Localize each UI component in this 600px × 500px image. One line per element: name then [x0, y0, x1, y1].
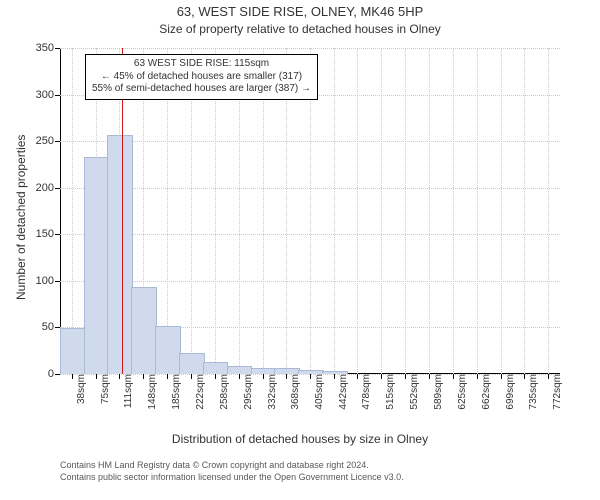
x-tick-label: 148sqm [143, 374, 158, 410]
x-tick-label: 405sqm [310, 374, 325, 410]
x-tick-label: 625sqm [453, 374, 468, 410]
grid-line-vertical [429, 48, 430, 374]
y-tick-label: 50 [42, 321, 60, 333]
x-tick-label: 772sqm [548, 374, 563, 410]
page-subtitle: Size of property relative to detached ho… [0, 22, 600, 36]
y-tick-label: 100 [36, 275, 60, 287]
x-tick-label: 699sqm [501, 374, 516, 410]
annotation-line: 55% of semi-detached houses are larger (… [92, 83, 311, 96]
annotation-line: ← 45% of detached houses are smaller (31… [92, 71, 311, 84]
x-tick-label: 589sqm [429, 374, 444, 410]
grid-line-vertical [405, 48, 406, 374]
histogram-bar [322, 371, 347, 374]
x-tick-label: 662sqm [477, 374, 492, 410]
x-tick-label: 111sqm [119, 374, 134, 408]
histogram-bar [107, 135, 132, 374]
grid-line-vertical [524, 48, 525, 374]
x-tick-label: 735sqm [524, 374, 539, 410]
x-tick-label: 478sqm [357, 374, 372, 410]
y-axis-label: Number of detached properties [14, 135, 28, 300]
histogram-bar [131, 287, 156, 374]
grid-line-vertical [357, 48, 358, 374]
x-tick-label: 75sqm [96, 374, 111, 404]
page-title: 63, WEST SIDE RISE, OLNEY, MK46 5HP [0, 4, 600, 19]
y-tick-label: 250 [36, 135, 60, 147]
x-tick-label: 222sqm [191, 374, 206, 410]
copyright-line-1: Contains HM Land Registry data © Crown c… [60, 460, 404, 472]
histogram-bar [251, 368, 276, 374]
grid-line-vertical [501, 48, 502, 374]
y-tick-label: 350 [36, 42, 60, 54]
x-tick-label: 368sqm [286, 374, 301, 410]
y-tick-label: 0 [48, 368, 60, 380]
annotation-line: 63 WEST SIDE RISE: 115sqm [92, 58, 311, 71]
grid-line-vertical [381, 48, 382, 374]
histogram-bar [179, 353, 204, 374]
histogram-bar [298, 370, 323, 374]
x-axis-label: Distribution of detached houses by size … [0, 432, 600, 446]
x-tick-label: 442sqm [334, 374, 349, 410]
x-tick-label: 552sqm [405, 374, 420, 410]
histogram-bar [203, 362, 228, 374]
property-annotation: 63 WEST SIDE RISE: 115sqm← 45% of detach… [85, 54, 318, 100]
x-tick-label: 38sqm [72, 374, 87, 404]
y-tick-label: 300 [36, 89, 60, 101]
y-tick-label: 150 [36, 228, 60, 240]
grid-line-vertical [72, 48, 73, 374]
grid-line-vertical [453, 48, 454, 374]
y-tick-label: 200 [36, 182, 60, 194]
histogram-bar [60, 328, 85, 374]
histogram-bar [274, 368, 299, 374]
histogram-bar [155, 326, 180, 374]
grid-line-vertical [477, 48, 478, 374]
x-tick-label: 295sqm [239, 374, 254, 410]
copyright-notice: Contains HM Land Registry data © Crown c… [60, 460, 404, 483]
x-tick-label: 332sqm [263, 374, 278, 410]
x-tick-label: 258sqm [215, 374, 230, 410]
grid-line-vertical [334, 48, 335, 374]
copyright-line-2: Contains public sector information licen… [60, 472, 404, 484]
grid-line-vertical [548, 48, 549, 374]
x-tick-label: 515sqm [381, 374, 396, 410]
x-tick-label: 185sqm [167, 374, 182, 410]
histogram-bar [227, 366, 252, 374]
histogram-bar [84, 157, 109, 374]
